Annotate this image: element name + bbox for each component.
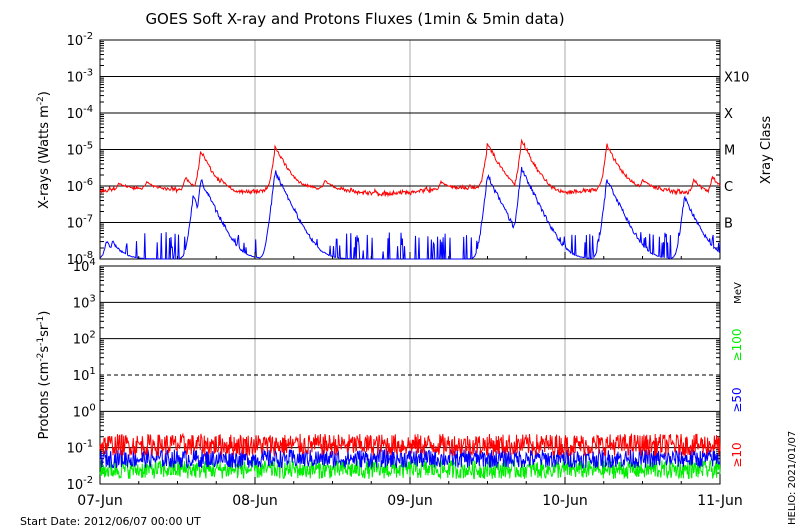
xray-y-tick-label: 10-2 — [67, 31, 94, 49]
xray-class-label: B — [724, 217, 733, 232]
xray-class-axis-label: Xray Class — [759, 116, 774, 184]
xray-class-label: X — [724, 107, 733, 122]
xray-class-label: X10 — [724, 71, 749, 86]
proton-y-axis-label: Protons (cm-2s-1sr-1) — [36, 311, 52, 440]
proton-legend-label: ≥100 — [730, 329, 744, 362]
chart-title: GOES Soft X-ray and Protons Fluxes (1min… — [145, 10, 564, 28]
x-tick-label: 10-Jun — [542, 493, 588, 509]
x-tick-label: 07-Jun — [77, 493, 123, 509]
xray-long-series — [99, 138, 721, 198]
proton-y-tick-label: 10-1 — [67, 439, 94, 457]
x-axis-ticks: 07-Jun 08-Jun 09-Jun 10-Jun 11-Jun — [77, 252, 743, 509]
x-tick-label: 09-Jun — [387, 493, 433, 509]
proton-legend-label: ≥50 — [730, 387, 744, 412]
x-tick-label: 11-Jun — [697, 493, 743, 509]
xray-y-tick-label: 10-5 — [67, 141, 94, 159]
proton-panel: 10-2 10-1 100 101 102 103 104 ≥100 ≥50 ≥10 MeV Prot… — [36, 257, 744, 493]
proton-series-1 — [99, 447, 721, 470]
xray-y-tick-label: 10-8 — [67, 250, 94, 268]
proton-series-2 — [99, 432, 721, 457]
xray-y-tick-label: 10-6 — [67, 177, 94, 195]
proton-y-tick-label: 10-2 — [67, 475, 94, 493]
proton-y-tick-label: 104 — [73, 257, 96, 275]
x-tick-label: 08-Jun — [232, 493, 278, 509]
xray-y-tick-label: 10-4 — [67, 104, 94, 122]
proton-y-tick-label: 103 — [73, 293, 96, 311]
proton-unit-label: MeV — [733, 282, 744, 304]
proton-legend-label: ≥10 — [730, 442, 744, 467]
xray-class-label: M — [724, 144, 735, 159]
proton-y-tick-label: 100 — [73, 402, 96, 420]
proton-y-tick-label: 102 — [73, 330, 96, 348]
xray-class-label: C — [724, 180, 733, 195]
xray-y-axis-label: X-rays (Watts m-2) — [36, 91, 52, 209]
xray-panel: 10-8 10-7 10-6 10-5 10-4 10-3 10-2 B C M X X10 Xray … — [36, 31, 774, 268]
start-date-label: Start Date: 2012/06/07 00:00 UT — [20, 515, 201, 528]
xray-y-tick-label: 10-7 — [67, 214, 94, 232]
credit-label: HELIO: 2021/01/07 — [787, 431, 798, 525]
proton-y-tick-label: 101 — [73, 366, 96, 384]
xray-y-tick-label: 10-3 — [67, 68, 94, 86]
